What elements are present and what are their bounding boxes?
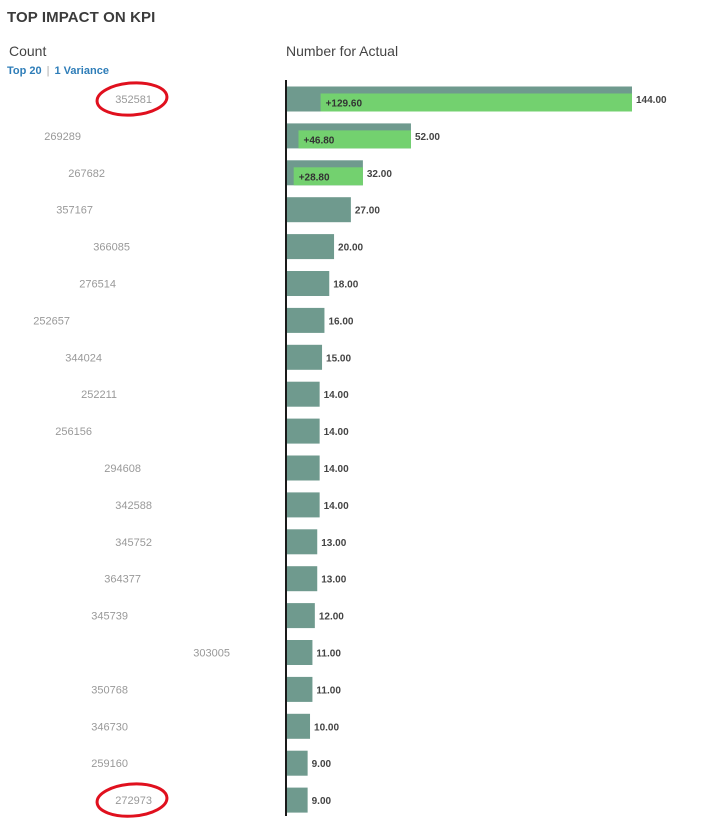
bar bbox=[286, 271, 330, 296]
variance-link[interactable]: 1 Variance bbox=[54, 65, 109, 77]
bar-row[interactable]: 272973 9.00 bbox=[115, 787, 332, 813]
value-label: 12.00 bbox=[319, 612, 344, 623]
category-label: 345752 bbox=[115, 537, 152, 549]
value-label: 16.00 bbox=[328, 316, 353, 327]
bar-row[interactable]: 345739 12.00 bbox=[91, 603, 344, 629]
bar bbox=[286, 418, 320, 444]
value-label: 11.00 bbox=[316, 685, 341, 696]
filter-links: Top 20 | 1 Variance bbox=[7, 65, 109, 77]
top-20-link[interactable]: Top 20 bbox=[7, 65, 42, 77]
count-header: Count bbox=[9, 43, 47, 59]
bar-row[interactable]: 345752 13.00 bbox=[115, 529, 347, 555]
category-label: 346730 bbox=[91, 721, 128, 733]
value-label: 9.00 bbox=[312, 759, 332, 770]
bar bbox=[286, 492, 320, 518]
bar-row[interactable]: 364377 13.00 bbox=[104, 566, 347, 592]
bar bbox=[286, 676, 313, 702]
category-label: 276514 bbox=[79, 279, 116, 291]
chart-title: TOP IMPACT ON KPI bbox=[7, 9, 156, 26]
bar-row[interactable]: 259160 9.00 bbox=[91, 750, 332, 776]
value-label: 10.00 bbox=[314, 722, 339, 733]
bar bbox=[286, 787, 308, 813]
category-label: 252211 bbox=[81, 389, 117, 401]
bar-row[interactable]: 342588 14.00 bbox=[115, 492, 349, 518]
bar bbox=[286, 640, 313, 665]
category-label: 357167 bbox=[56, 205, 93, 217]
category-label: 252657 bbox=[33, 315, 70, 327]
value-label: 20.00 bbox=[338, 243, 363, 254]
category-label: 352581 bbox=[115, 94, 152, 106]
bar bbox=[286, 234, 335, 260]
category-label: 272973 bbox=[115, 795, 152, 807]
highlight-circle bbox=[95, 81, 169, 117]
category-label: 344024 bbox=[65, 352, 102, 364]
value-label: 27.00 bbox=[355, 206, 380, 217]
bar-row[interactable]: 357167 27.00 bbox=[56, 197, 380, 223]
category-label: 350768 bbox=[91, 684, 128, 696]
bar-row[interactable]: 344024 15.00 bbox=[65, 344, 352, 370]
category-label: 267682 bbox=[68, 168, 105, 180]
bar bbox=[286, 603, 315, 629]
value-label: 15.00 bbox=[326, 353, 351, 364]
value-label: 13.00 bbox=[321, 538, 346, 549]
value-label: 9.00 bbox=[312, 796, 332, 807]
bar bbox=[286, 750, 308, 776]
category-label: 364377 bbox=[104, 574, 141, 586]
value-label: 14.00 bbox=[324, 501, 349, 512]
bar bbox=[286, 529, 318, 555]
bar bbox=[286, 381, 320, 407]
bar-row[interactable]: 256156 14.00 bbox=[55, 418, 349, 444]
value-label: 13.00 bbox=[321, 575, 346, 586]
category-label: 269289 bbox=[44, 131, 81, 143]
measure-header: Number for Actual bbox=[286, 43, 399, 59]
bar-row[interactable]: 294608 14.00 bbox=[104, 455, 349, 481]
category-label: 366085 bbox=[93, 242, 130, 254]
category-label: 345739 bbox=[91, 611, 128, 623]
category-label: 259160 bbox=[91, 758, 128, 770]
bar bbox=[286, 713, 311, 739]
bar-row[interactable]: 267682 +28.80 32.00 bbox=[68, 160, 392, 186]
variance-bar bbox=[293, 167, 363, 186]
value-label: 14.00 bbox=[324, 464, 349, 475]
bar-row[interactable]: 352581 +129.60 144.00 bbox=[115, 86, 667, 112]
link-separator: | bbox=[46, 65, 50, 77]
variance-label: +28.80 bbox=[299, 172, 330, 183]
category-label: 303005 bbox=[193, 648, 230, 660]
bar-row[interactable]: 346730 10.00 bbox=[91, 713, 339, 739]
bar-row[interactable]: 303005 11.00 bbox=[193, 640, 341, 665]
value-label: 52.00 bbox=[415, 132, 440, 143]
bar bbox=[286, 566, 318, 592]
bar-row[interactable]: 366085 20.00 bbox=[93, 234, 364, 260]
variance-bar bbox=[298, 130, 411, 149]
bar-row[interactable]: 252211 14.00 bbox=[81, 381, 349, 407]
bar bbox=[286, 344, 323, 370]
variance-label: +46.80 bbox=[303, 135, 334, 146]
highlight-circle bbox=[95, 782, 169, 818]
variance-label: +129.60 bbox=[326, 99, 363, 110]
value-label: 14.00 bbox=[324, 427, 349, 438]
value-label: 32.00 bbox=[367, 169, 392, 180]
variance-bar bbox=[320, 93, 632, 112]
value-label: 11.00 bbox=[316, 649, 341, 660]
category-label: 342588 bbox=[115, 500, 152, 512]
category-label: 256156 bbox=[55, 426, 92, 438]
bar-row[interactable]: 276514 18.00 bbox=[79, 271, 359, 296]
value-label: 14.00 bbox=[324, 390, 349, 401]
bar-row[interactable]: 269289 +46.80 52.00 bbox=[44, 123, 440, 149]
value-label: 18.00 bbox=[333, 280, 358, 291]
bar-row[interactable]: 350768 11.00 bbox=[91, 676, 341, 702]
category-label: 294608 bbox=[104, 463, 141, 475]
bar bbox=[286, 455, 320, 481]
value-label: 144.00 bbox=[636, 95, 667, 106]
bar bbox=[286, 197, 351, 223]
bar-row[interactable]: 252657 16.00 bbox=[33, 307, 354, 333]
bar bbox=[286, 307, 325, 333]
